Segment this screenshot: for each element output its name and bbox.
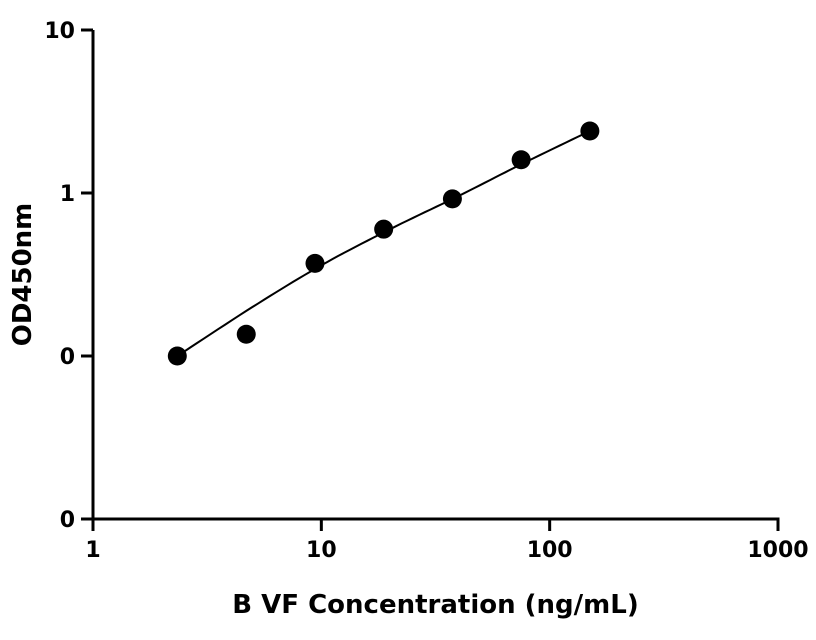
y-tick-label: 0 <box>60 345 75 370</box>
y-axis-title: OD450nm <box>8 203 38 347</box>
data-point <box>511 150 531 170</box>
x-tick-label: 10 <box>306 538 337 563</box>
data-point <box>167 346 187 366</box>
y-tick-label: 1 <box>60 182 75 207</box>
x-tick-label: 100 <box>527 538 573 563</box>
y-tick-label: 10 <box>44 19 75 44</box>
x-tick-label: 1 <box>85 538 100 563</box>
data-point <box>305 253 325 273</box>
x-axis-title: B VF Concentration (ng/mL) <box>232 590 638 620</box>
x-tick-label: 1000 <box>747 538 808 563</box>
data-points <box>167 121 600 366</box>
data-point <box>374 219 394 239</box>
y-tick-label: 0 <box>60 508 75 533</box>
data-point <box>236 324 256 344</box>
axes <box>91 30 780 521</box>
data-point <box>580 121 600 141</box>
data-point <box>442 189 462 209</box>
